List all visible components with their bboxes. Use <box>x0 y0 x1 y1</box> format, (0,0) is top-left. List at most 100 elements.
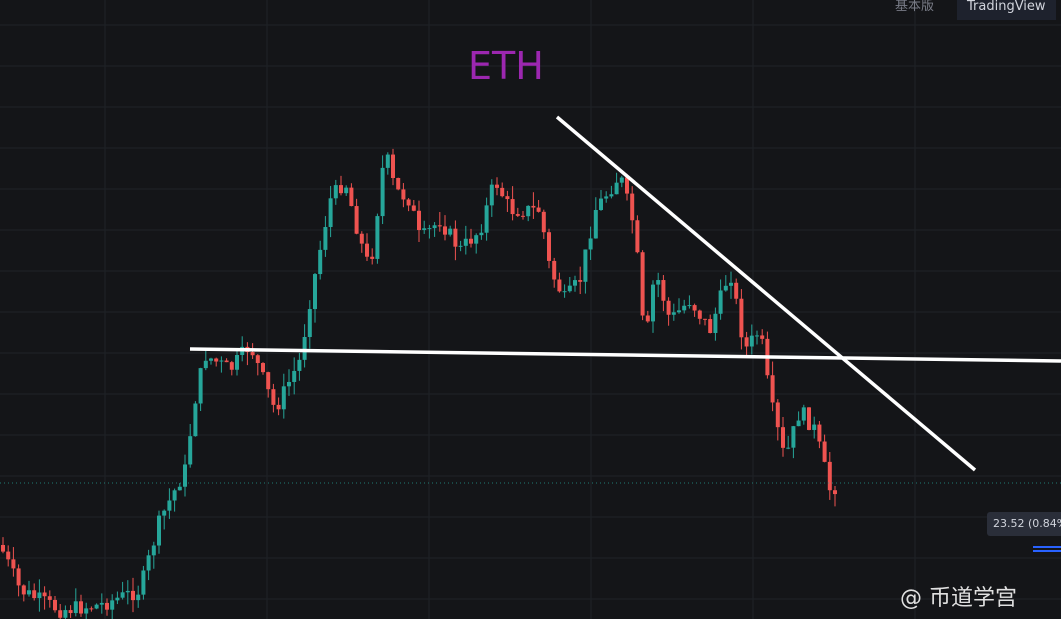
candle <box>266 372 271 390</box>
candle <box>718 290 723 314</box>
candle <box>682 305 687 311</box>
candle <box>489 184 494 206</box>
candle <box>630 193 635 221</box>
candle <box>411 205 416 211</box>
candle <box>515 214 520 216</box>
candle <box>84 608 89 614</box>
candle <box>16 568 21 586</box>
candle <box>339 185 343 194</box>
candle <box>354 206 359 234</box>
candle <box>593 210 598 239</box>
candle <box>365 243 369 257</box>
candle <box>146 555 151 571</box>
candle <box>32 590 37 599</box>
candle <box>547 232 551 261</box>
candle <box>583 249 588 282</box>
candle <box>6 551 11 560</box>
candle <box>567 285 572 292</box>
candle <box>359 233 364 244</box>
candle <box>443 226 447 235</box>
candle <box>526 205 531 217</box>
candle <box>671 312 676 315</box>
tab-tradingview[interactable]: TradingView <box>957 0 1056 20</box>
candle <box>739 298 744 338</box>
candle <box>817 424 822 442</box>
candle <box>177 486 182 491</box>
candle <box>125 590 130 593</box>
candle <box>697 310 702 319</box>
candle <box>770 375 775 403</box>
candle <box>235 354 239 370</box>
candle <box>271 389 276 405</box>
candle <box>755 335 759 337</box>
candle <box>723 285 728 291</box>
candle <box>105 602 109 610</box>
tab-basic[interactable]: 基本版 <box>895 0 935 14</box>
candle <box>562 291 567 293</box>
candle <box>812 424 817 430</box>
candle <box>209 358 213 361</box>
candle <box>760 335 765 339</box>
candle <box>536 207 541 212</box>
candle <box>432 225 437 229</box>
scale-marker <box>1033 546 1061 548</box>
candle <box>469 238 473 244</box>
candle <box>99 602 104 605</box>
candle <box>713 313 718 333</box>
candle <box>458 245 463 247</box>
scale-marker <box>1033 550 1061 552</box>
candle <box>396 178 401 190</box>
candle <box>791 426 796 448</box>
candle <box>786 447 791 449</box>
candle <box>188 436 193 465</box>
candle <box>505 196 510 200</box>
candle <box>775 402 780 428</box>
candle <box>500 187 505 197</box>
candle <box>448 228 453 235</box>
candle <box>692 305 697 311</box>
candle <box>801 407 806 421</box>
candle <box>552 260 557 280</box>
candle <box>183 464 187 487</box>
candle <box>261 363 265 373</box>
candle <box>557 279 562 292</box>
candle <box>437 225 442 227</box>
candle <box>635 220 640 253</box>
candle <box>604 196 609 199</box>
candle <box>42 592 47 597</box>
candle <box>666 300 671 315</box>
candle <box>531 205 536 208</box>
candle <box>214 358 219 362</box>
candle <box>344 187 349 194</box>
candle <box>53 599 57 611</box>
trend-horizontal <box>189 347 1061 363</box>
candle <box>510 199 515 215</box>
candle <box>193 403 198 437</box>
candle <box>198 368 203 404</box>
candle <box>484 205 489 233</box>
chart-title: ETH <box>468 44 544 88</box>
candle <box>313 274 317 310</box>
candle <box>656 280 661 285</box>
candle <box>73 601 78 614</box>
candle <box>79 601 83 614</box>
candle <box>599 198 603 211</box>
candle <box>385 154 390 168</box>
candle <box>21 585 26 595</box>
candle <box>27 590 31 595</box>
candle <box>68 610 73 614</box>
candle <box>687 305 692 307</box>
trend-down <box>555 115 977 472</box>
candle <box>827 461 832 491</box>
candle <box>744 337 749 347</box>
candle <box>110 600 115 610</box>
candle <box>276 404 281 410</box>
candle <box>292 370 297 382</box>
candle <box>645 315 650 322</box>
candle <box>573 280 577 286</box>
candle <box>47 596 52 600</box>
candle <box>614 182 619 195</box>
candle <box>708 319 713 333</box>
candle <box>151 545 156 556</box>
candle <box>297 359 302 371</box>
